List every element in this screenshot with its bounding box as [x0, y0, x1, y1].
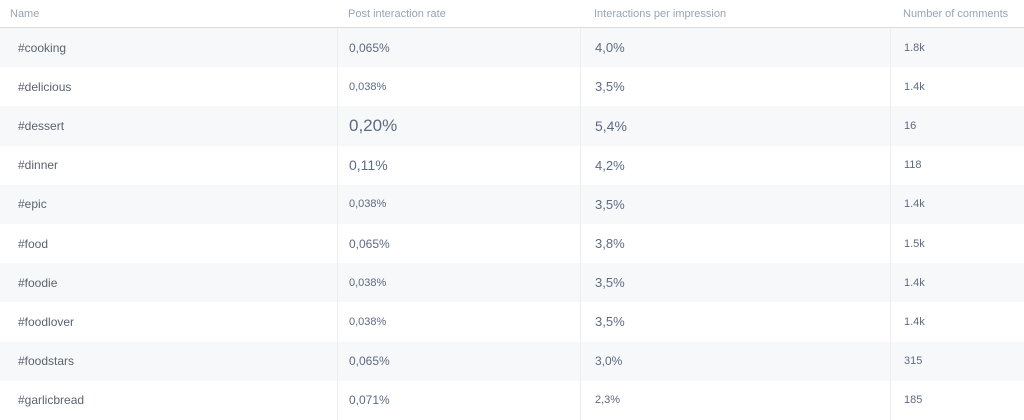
table-row-dinner[interactable]: #dinner 0,11% 4,2% 118 — [0, 145, 1024, 185]
table-row-cooking[interactable]: #cooking 0,065% 4,0% 1.8k — [0, 28, 1024, 68]
column-header-number-of-comments[interactable]: Number of comments — [903, 7, 1009, 20]
post-interaction-rate-cell: 0,038% — [337, 302, 580, 342]
hashtag-name-cell: #delicious — [18, 79, 72, 94]
table-row-epic[interactable]: #epic 0,038% 3,5% 1.4k — [0, 184, 1024, 224]
interactions-per-impression-cell: 3,5% — [580, 263, 890, 303]
interactions-per-impression-cell: 4,0% — [580, 28, 890, 68]
interactions-per-impression-cell: 2,3% — [580, 380, 890, 420]
post-interaction-rate-cell: 0,038% — [337, 184, 580, 224]
interactions-per-impression-cell: 3,5% — [580, 302, 890, 342]
comments-count-cell: 16 — [890, 106, 1024, 146]
hashtag-name-cell: #epic — [18, 197, 47, 212]
hashtag-name-cell: #foodie — [18, 275, 58, 290]
post-interaction-rate-cell: 0,071% — [337, 380, 580, 420]
hashtag-name-cell: #foodstars — [18, 354, 75, 369]
comments-count-cell: 315 — [890, 341, 1024, 381]
table-row-food[interactable]: #food 0,065% 3,8% 1.5k — [0, 223, 1024, 264]
post-interaction-rate-cell: 0,038% — [337, 263, 580, 303]
column-header-name[interactable]: Name — [10, 7, 40, 20]
column-header-interactions-per-impression[interactable]: Interactions per impression — [594, 7, 727, 20]
post-interaction-rate-cell: 0,065% — [337, 341, 580, 381]
post-interaction-rate-cell: 0,20% — [337, 106, 580, 146]
comments-count-cell: 118 — [890, 145, 1024, 185]
post-interaction-rate-cell: 0,065% — [337, 28, 580, 68]
column-header-post-interaction-rate[interactable]: Post interaction rate — [348, 7, 446, 20]
comments-count-cell: 1.4k — [890, 184, 1024, 224]
comments-count-cell: 1.8k — [890, 28, 1024, 68]
hashtag-name-cell: #garlicbread — [18, 393, 85, 408]
post-interaction-rate-cell: 0,065% — [337, 223, 580, 264]
table-row-delicious[interactable]: #delicious 0,038% 3,5% 1.4k — [0, 67, 1024, 107]
table-row-dessert[interactable]: #dessert 0,20% 5,4% 16 — [0, 106, 1024, 146]
interactions-per-impression-cell: 3,5% — [580, 67, 890, 107]
comments-count-cell: 1.4k — [890, 67, 1024, 107]
interactions-per-impression-cell: 3,5% — [580, 184, 890, 224]
interactions-per-impression-cell: 5,4% — [580, 106, 890, 146]
table-row-foodie[interactable]: #foodie 0,038% 3,5% 1.4k — [0, 263, 1024, 303]
table-body: #cooking 0,065% 4,0% 1.8k #delicious 0,0… — [0, 28, 1024, 420]
comments-count-cell: 1.4k — [890, 302, 1024, 342]
comments-count-cell: 1.5k — [890, 223, 1024, 264]
comments-count-cell: 1.4k — [890, 263, 1024, 303]
comments-count-cell: 185 — [890, 380, 1024, 420]
table-row-garlicbread[interactable]: #garlicbread 0,071% 2,3% 185 — [0, 380, 1024, 420]
post-interaction-rate-cell: 0,11% — [337, 145, 580, 185]
hashtag-name-cell: #food — [18, 236, 49, 251]
table-header-row: Name Post interaction rate Interactions … — [0, 0, 1024, 28]
table-row-foodstars[interactable]: #foodstars 0,065% 3,0% 315 — [0, 341, 1024, 381]
hashtag-name-cell: #dessert — [18, 118, 65, 133]
interactions-per-impression-cell: 4,2% — [580, 145, 890, 185]
table-row-foodlover[interactable]: #foodlover 0,038% 3,5% 1.4k — [0, 302, 1024, 342]
hashtag-name-cell: #foodlover — [18, 314, 75, 329]
hashtag-name-cell: #dinner — [18, 158, 59, 173]
hashtag-name-cell: #cooking — [18, 40, 67, 55]
interactions-per-impression-cell: 3,8% — [580, 223, 890, 264]
interactions-per-impression-cell: 3,0% — [580, 341, 890, 381]
post-interaction-rate-cell: 0,038% — [337, 67, 580, 107]
